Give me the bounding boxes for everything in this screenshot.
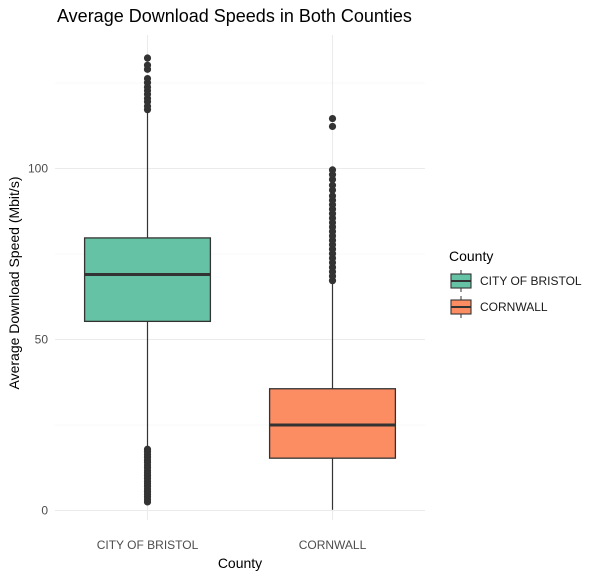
box-group [268, 114, 397, 510]
outlier-point [328, 181, 337, 189]
y-tick-label: 0 [41, 504, 48, 518]
outlier-point [328, 122, 337, 131]
y-tick-label: 100 [28, 162, 48, 176]
x-tick-label: CORNWALL [299, 538, 367, 552]
x-axis-title: County [218, 555, 262, 571]
legend-label: CORNWALL [480, 300, 548, 314]
y-axis: 0 50 100 [28, 162, 48, 518]
x-axis: CITY OF BRISTOL CORNWALL [97, 538, 367, 552]
outlier-point [143, 74, 152, 83]
legend-label: CITY OF BRISTOL [480, 274, 582, 288]
y-tick-label: 50 [35, 333, 49, 347]
outlier-point [328, 192, 337, 200]
x-tick-label: CITY OF BRISTOL [97, 538, 199, 552]
box [268, 388, 397, 459]
outlier-point [143, 445, 152, 453]
box-group [83, 54, 212, 506]
outlier-point [143, 61, 152, 69]
outlier-point [143, 54, 152, 62]
box [83, 237, 212, 323]
y-axis-title: Average Download Speed (Mbit/s) [6, 177, 22, 390]
chart-title: Average Download Speeds in Both Counties [57, 6, 412, 26]
outlier-point [328, 114, 337, 123]
legend: County CITY OF BRISTOL CORNWALL [449, 248, 582, 318]
plot-area [83, 54, 397, 510]
outlier-point [328, 166, 337, 174]
legend-title: County [449, 248, 493, 264]
